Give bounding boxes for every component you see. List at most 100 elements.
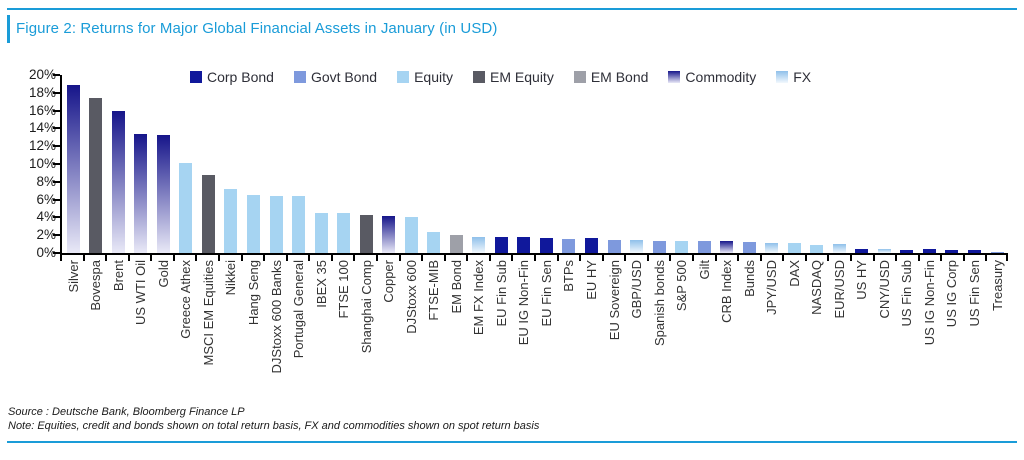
legend-item-govt-bond: Govt Bond — [293, 69, 378, 85]
legend-label: Govt Bond — [310, 69, 378, 85]
bar-djstoxx-600-banks — [269, 196, 283, 253]
x-tick-mark — [624, 255, 627, 261]
y-tick-mark — [53, 216, 60, 219]
x-label-cell-crb-index: CRB Index — [715, 260, 738, 323]
y-axis-label-2: 2% — [36, 227, 56, 243]
bar-greece-athex — [179, 163, 193, 253]
y-axis-label-12: 12% — [28, 138, 56, 154]
x-tick-mark — [850, 255, 852, 261]
bar-eu-sovereign — [607, 239, 621, 253]
bar-cell-cny-usd — [873, 75, 896, 253]
x-label: EU IG Non-Fin — [516, 260, 532, 346]
bar-em-fx-index — [472, 236, 486, 253]
x-label-cell-treasury: Treasury — [986, 260, 1009, 311]
legend-swatch-em-equity — [473, 71, 486, 83]
x-tick-mark — [872, 255, 875, 261]
x-label: Gilt — [696, 260, 712, 280]
bar-cell-em-fx-index — [468, 75, 491, 253]
bar-cell-djstoxx-600-banks — [265, 75, 288, 253]
legend-item-fx: FX — [776, 69, 811, 85]
x-label: Shanghai Comp — [358, 260, 374, 354]
x-label: EU Sovereign — [606, 260, 622, 341]
y-tick-mark — [53, 109, 60, 112]
x-label-cell-eu-ig-non-fin: EU IG Non-Fin — [513, 260, 536, 345]
bar-cell-hang-seng — [242, 75, 265, 253]
x-tick-mark — [556, 255, 559, 261]
x-label-cell-dax: DAX — [783, 260, 806, 287]
x-label: US Fin Sub — [899, 260, 915, 327]
y-tick-mark — [53, 163, 60, 165]
legend-label: EM Bond — [590, 69, 649, 85]
bar-em-bond — [449, 235, 463, 253]
x-label-cell-nasdaq: NASDAQ — [806, 260, 829, 315]
y-axis-label-16: 16% — [28, 102, 56, 118]
bar-cell-eu-hy — [580, 75, 603, 253]
x-tick-mark — [601, 255, 604, 261]
x-label: Brent — [110, 260, 126, 292]
x-tick-mark — [308, 255, 311, 261]
bar-shanghai-comp — [359, 214, 373, 253]
x-label-cell-silver: Silver — [62, 260, 85, 293]
x-label-cell-djstoxx-600: DJStoxx 600 — [400, 260, 423, 334]
x-label-cell-us-fin-sen: US Fin Sen — [963, 260, 986, 326]
bar-treasury — [990, 252, 1004, 253]
x-tick-mark — [917, 255, 920, 261]
x-label-cell-bovespa: Bovespa — [85, 260, 108, 311]
legend-swatch-fx — [776, 71, 789, 83]
x-label: Spanish bonds — [651, 260, 667, 347]
basis-note: Note: Equities, credit and bonds shown o… — [8, 420, 540, 432]
legend-swatch-commodity — [668, 71, 681, 83]
bar-cell-msci-em-equities — [197, 75, 220, 253]
bar-eu-hy — [584, 238, 598, 253]
bar-copper — [382, 215, 396, 253]
x-tick-mark — [646, 255, 649, 261]
x-tick-mark — [353, 255, 356, 261]
x-label-cell-us-ig-corp: US IG Corp — [941, 260, 964, 327]
y-tick-mark — [53, 234, 60, 237]
x-label-cell-em-fx-index: EM FX Index — [468, 260, 491, 335]
bar-cell-btps — [558, 75, 581, 253]
x-label: S&P 500 — [674, 260, 690, 312]
legend-item-corp-bond: Corp Bond — [190, 69, 274, 85]
bar-cell-us-fin-sub — [896, 75, 919, 253]
x-label-cell-spanish-bonds: Spanish bonds — [648, 260, 671, 346]
bar-cell-us-wti-oil — [130, 75, 153, 253]
y-axis-label-14: 14% — [28, 120, 56, 136]
x-tick-mark — [218, 255, 220, 261]
bar-us-ig-non-fin — [922, 249, 936, 253]
bar-cell-ftse-mib — [423, 75, 446, 253]
bar-cell-us-ig-corp — [941, 75, 964, 253]
title-accent-bar — [7, 15, 10, 43]
x-label: EU Fin Sub — [493, 260, 509, 327]
bar-cny-usd — [877, 249, 891, 253]
legend-label: EM Equity — [490, 69, 554, 85]
x-label: Bunds — [741, 260, 757, 297]
bar-cell-gilt — [693, 75, 716, 253]
x-label: DJStoxx 600 — [403, 260, 419, 334]
legend-label: FX — [793, 69, 812, 85]
bar-us-fin-sen — [968, 250, 982, 253]
source-note: Source : Deutsche Bank, Bloomberg Financ… — [8, 406, 245, 418]
bar-cell-gbp-usd — [625, 75, 648, 253]
x-label: GBP/USD — [629, 260, 645, 319]
x-label-cell-us-wti-oil: US WTI Oil — [130, 260, 153, 325]
x-label: US WTI Oil — [133, 260, 149, 325]
y-tick-mark — [53, 252, 60, 254]
legend-item-em-bond: EM Bond — [573, 69, 649, 85]
x-tick-mark — [150, 255, 153, 261]
x-label: Treasury — [989, 260, 1005, 311]
x-tick-mark — [82, 255, 85, 261]
legend-item-commodity: Commodity — [668, 69, 756, 85]
x-label-cell-greece-athex: Greece Athex — [175, 260, 198, 339]
y-axis-label-18: 18% — [28, 84, 56, 100]
y-axis-label-8: 8% — [36, 173, 56, 189]
x-tick-mark — [737, 255, 740, 261]
bar-cell-nasdaq — [806, 75, 829, 253]
x-label-cell-copper: Copper — [377, 260, 400, 303]
bar-cell-eu-ig-non-fin — [513, 75, 536, 253]
x-label-cell-eur-usd: EUR/USD — [828, 260, 851, 319]
x-tick-mark — [714, 255, 717, 261]
bar-cell-us-ig-non-fin — [918, 75, 941, 253]
x-label-cell-cny-usd: CNY/USD — [873, 260, 896, 319]
bar-hang-seng — [247, 195, 261, 253]
